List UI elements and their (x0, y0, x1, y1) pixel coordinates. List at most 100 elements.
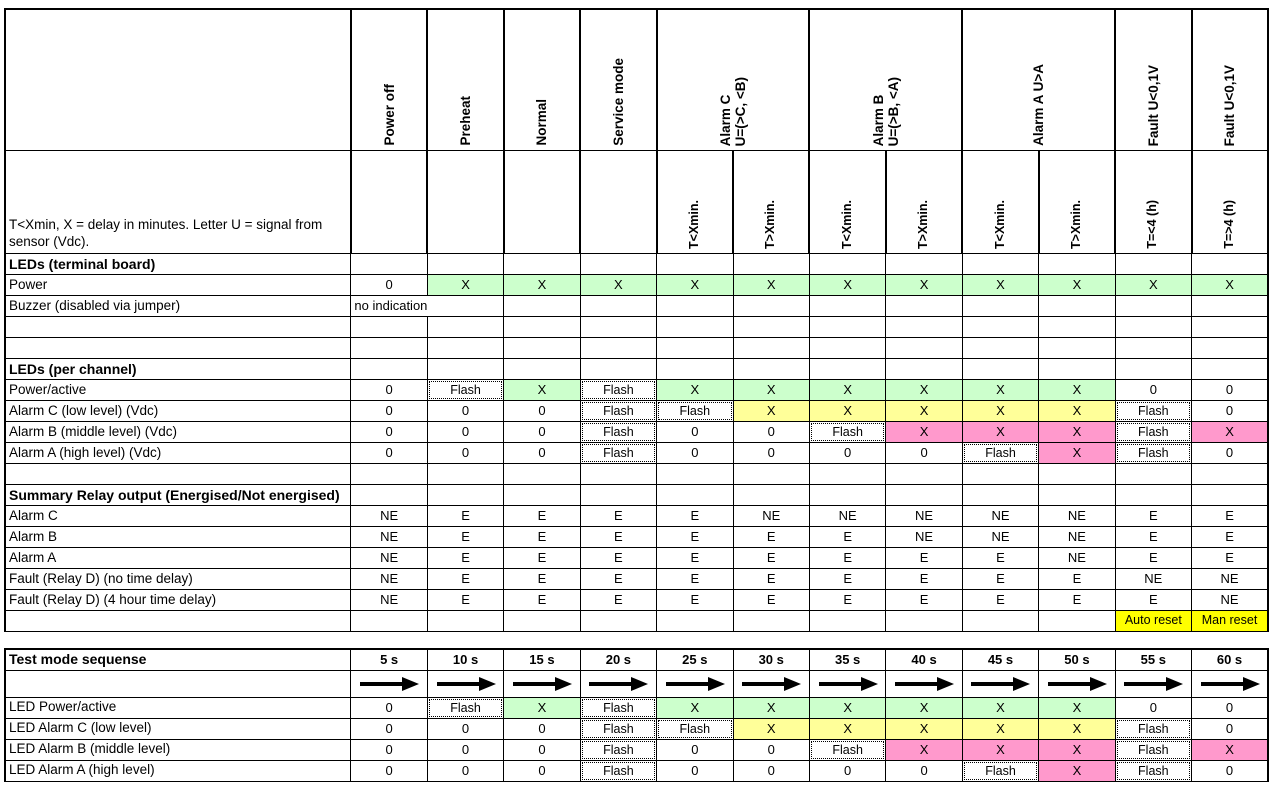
value-cell-7[interactable]: NE (885, 505, 963, 527)
row-label[interactable]: Fault (Relay D) (no time delay) (4, 568, 352, 590)
test-value-cell-11[interactable]: 0 (1191, 717, 1270, 740)
test-value-cell-8[interactable]: X (961, 717, 1040, 740)
row-label[interactable]: Fault (Relay D) (4 hour time delay) (4, 589, 352, 611)
value-cell-0[interactable]: NE (350, 526, 428, 548)
test-value-cell-5[interactable]: 0 (732, 738, 810, 761)
value-cell-7[interactable] (885, 610, 963, 632)
test-value-cell-9[interactable]: X (1038, 759, 1116, 782)
value-cell-10[interactable]: E (1114, 526, 1193, 548)
value-cell-6[interactable]: E (808, 568, 887, 590)
test-value-cell-4[interactable]: 0 (656, 759, 734, 782)
value-cell-5[interactable]: X (732, 400, 810, 422)
value-cell-5[interactable]: E (732, 547, 810, 569)
row-label[interactable]: LED Alarm B (middle level) (4, 738, 352, 761)
test-value-cell-3[interactable]: Flash (579, 696, 658, 719)
value-cell-11[interactable]: X (1191, 274, 1270, 296)
test-value-cell-4[interactable]: Flash (656, 717, 734, 740)
value-cell-5[interactable]: X (732, 274, 810, 296)
test-value-cell-4[interactable]: 0 (656, 738, 734, 761)
test-value-cell-2[interactable]: X (503, 696, 581, 719)
value-cell-0[interactable]: NE (350, 568, 428, 590)
value-cell-2[interactable]: 0 (503, 442, 581, 464)
test-value-cell-10[interactable]: Flash (1114, 738, 1193, 761)
value-cell-6[interactable]: E (808, 547, 887, 569)
value-cell-2[interactable]: 0 (503, 421, 581, 443)
value-cell-5[interactable]: 0 (732, 442, 810, 464)
value-cell-7[interactable]: E (885, 568, 963, 590)
value-cell-8[interactable]: E (961, 568, 1040, 590)
test-value-cell-6[interactable]: Flash (808, 738, 887, 761)
value-cell-11[interactable]: E (1191, 505, 1270, 527)
value-cell-2[interactable]: 0 (503, 400, 581, 422)
row-label[interactable]: Alarm A (high level) (Vdc) (4, 442, 352, 464)
value-cell-9[interactable]: NE (1038, 526, 1116, 548)
test-value-cell-8[interactable]: X (961, 738, 1040, 761)
test-value-cell-0[interactable]: 0 (350, 717, 428, 740)
value-cell-3[interactable]: Flash (579, 400, 658, 422)
value-cell-1[interactable]: E (426, 526, 505, 548)
value-cell-3[interactable]: E (579, 589, 658, 611)
value-cell-0[interactable]: NE (350, 589, 428, 611)
value-cell-4[interactable]: Flash (656, 400, 734, 422)
value-cell-6[interactable]: X (808, 274, 887, 296)
test-value-cell-7[interactable]: X (885, 717, 963, 740)
value-cell-10[interactable]: NE (1114, 568, 1193, 590)
test-value-cell-4[interactable]: X (656, 696, 734, 719)
value-cell-4[interactable]: E (656, 568, 734, 590)
row-label[interactable]: Power/active (4, 379, 352, 401)
value-cell-6[interactable]: X (808, 400, 887, 422)
value-cell-0[interactable]: 0 (350, 421, 428, 443)
value-cell-2[interactable]: E (503, 589, 581, 611)
value-cell-11[interactable]: E (1191, 526, 1270, 548)
value-cell-11[interactable]: X (1191, 421, 1270, 443)
value-cell-4[interactable]: X (656, 274, 734, 296)
test-value-cell-9[interactable]: X (1038, 696, 1116, 719)
value-cell-5[interactable]: E (732, 568, 810, 590)
value-cell-10[interactable]: E (1114, 589, 1193, 611)
value-cell-5[interactable]: E (732, 526, 810, 548)
value-cell-3[interactable]: E (579, 505, 658, 527)
value-cell-10[interactable]: E (1114, 547, 1193, 569)
value-cell-0[interactable]: NE (350, 547, 428, 569)
value-cell-9[interactable]: X (1038, 379, 1116, 401)
test-value-cell-1[interactable]: 0 (426, 717, 505, 740)
value-cell-1[interactable]: 0 (426, 442, 505, 464)
test-value-cell-11[interactable]: 0 (1191, 759, 1270, 782)
test-value-cell-8[interactable]: X (961, 696, 1040, 719)
value-cell-6[interactable] (808, 610, 887, 632)
value-cell-10[interactable]: X (1114, 274, 1193, 296)
test-value-cell-0[interactable]: 0 (350, 759, 428, 782)
value-cell-4[interactable]: E (656, 526, 734, 548)
value-cell-7[interactable]: X (885, 400, 963, 422)
value-cell-6[interactable]: E (808, 589, 887, 611)
value-cell-5[interactable]: 0 (732, 421, 810, 443)
value-cell-9[interactable]: NE (1038, 547, 1116, 569)
value-cell-0[interactable]: 0 (350, 442, 428, 464)
value-cell-9[interactable]: E (1038, 568, 1116, 590)
value-cell-7[interactable]: X (885, 379, 963, 401)
value-cell-8[interactable]: E (961, 589, 1040, 611)
row-label[interactable]: Alarm C (low level) (Vdc) (4, 400, 352, 422)
value-cell-8[interactable]: X (961, 421, 1040, 443)
value-cell-8[interactable]: E (961, 547, 1040, 569)
value-cell-1[interactable]: 0 (426, 421, 505, 443)
value-cell-4[interactable] (656, 610, 734, 632)
test-value-cell-10[interactable]: 0 (1114, 696, 1193, 719)
test-value-cell-6[interactable]: X (808, 696, 887, 719)
value-cell-8[interactable] (961, 610, 1040, 632)
value-cell-0[interactable]: NE (350, 505, 428, 527)
empty-cell[interactable] (1038, 295, 1116, 317)
value-cell-8[interactable]: Flash (961, 442, 1040, 464)
value-cell-4[interactable]: E (656, 547, 734, 569)
value-cell-10[interactable]: Flash (1114, 421, 1193, 443)
value-cell-3[interactable]: Flash (579, 379, 658, 401)
value-cell-2[interactable]: E (503, 568, 581, 590)
test-value-cell-10[interactable]: Flash (1114, 759, 1193, 782)
value-cell-5[interactable]: E (732, 589, 810, 611)
row-label[interactable]: Buzzer (disabled via jumper) (4, 295, 352, 317)
value-cell-2[interactable]: X (503, 274, 581, 296)
value-cell-5[interactable] (732, 610, 810, 632)
row-label[interactable]: LED Power/active (4, 696, 352, 719)
value-cell-3[interactable]: Flash (579, 442, 658, 464)
test-value-cell-1[interactable]: 0 (426, 759, 505, 782)
